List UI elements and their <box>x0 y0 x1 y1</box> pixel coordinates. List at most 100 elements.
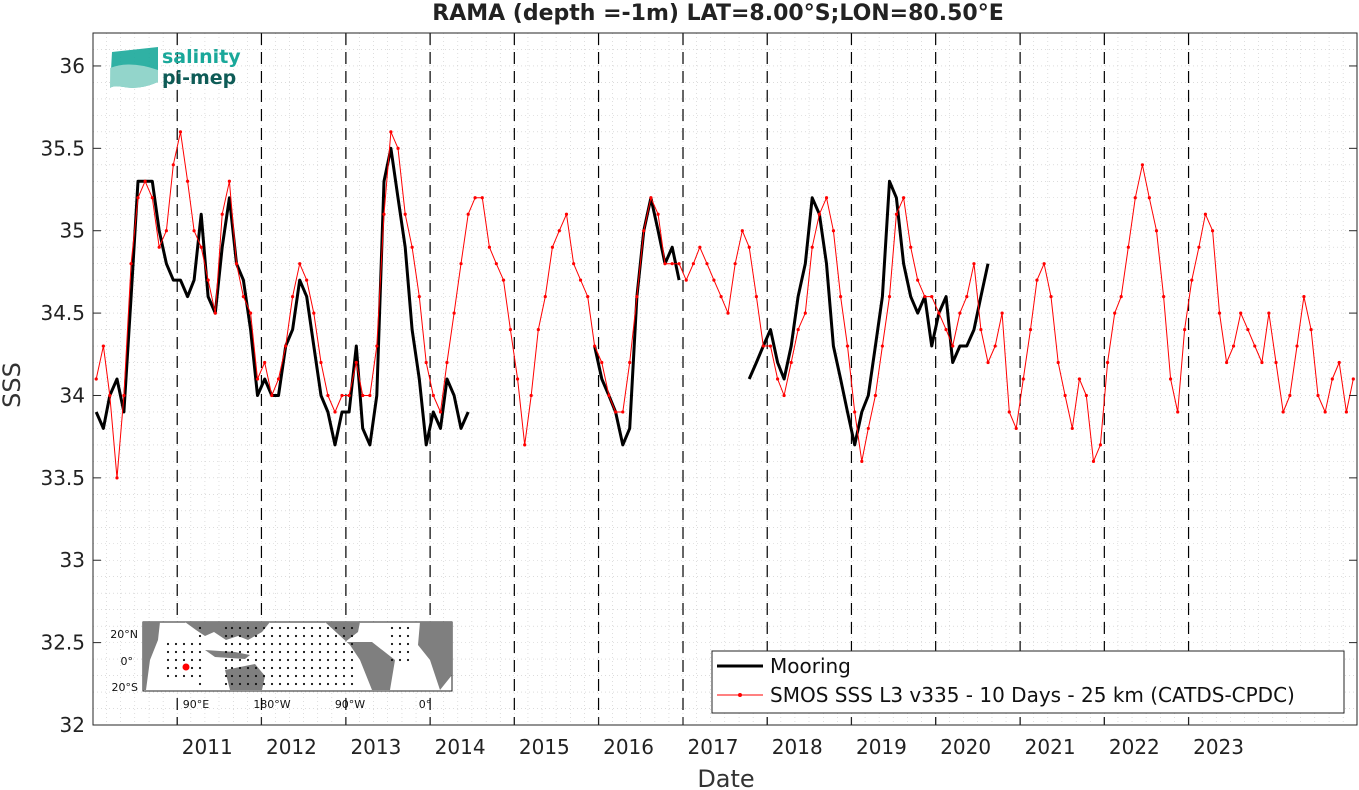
series-line-smos <box>95 131 1354 479</box>
logo-line1: salinity <box>162 46 241 68</box>
mooring-dot <box>334 682 338 686</box>
data-point <box>1056 360 1060 365</box>
data-point <box>1162 295 1166 299</box>
mooring-dot <box>224 650 228 654</box>
data-point <box>487 245 492 249</box>
mooring-dot <box>278 674 282 678</box>
data-point <box>178 130 183 134</box>
data-point <box>319 360 323 365</box>
data-point <box>600 360 604 365</box>
mooring-dot <box>166 642 170 646</box>
inset-lon-label-90w: 90°W <box>335 698 365 711</box>
mooring-dot <box>350 666 354 670</box>
mooring-dot <box>342 674 346 678</box>
x-tick-label: 2013 <box>350 735 401 759</box>
mooring-dot <box>278 682 282 686</box>
data-point <box>691 262 695 266</box>
plot-frame <box>92 32 1358 726</box>
data-point <box>930 295 934 299</box>
mooring-dot <box>270 626 274 630</box>
data-point <box>220 212 224 216</box>
mooring-dot <box>224 626 228 630</box>
axis-ticks: 32 32.5 33 33.5 34 34.5 35 35.5 36 2011 2012 2013 20… <box>40 54 1357 759</box>
data-point <box>880 344 884 348</box>
data-point <box>480 196 484 200</box>
mooring-dot <box>326 674 330 678</box>
mooring-dot <box>310 634 314 638</box>
mooring-dot <box>262 658 266 662</box>
data-point <box>101 344 105 348</box>
data-point <box>171 163 175 167</box>
data-point <box>733 262 737 266</box>
data-point <box>656 212 660 216</box>
mooring-dot <box>190 658 194 662</box>
mooring-dot <box>238 642 242 646</box>
mooring-dot <box>310 626 314 630</box>
data-point <box>754 295 758 299</box>
x-tick-label: 2017 <box>688 735 739 759</box>
data-point <box>873 393 878 398</box>
data-point <box>1035 278 1039 282</box>
mooring-dot <box>398 658 402 662</box>
mooring-dot <box>166 674 170 678</box>
mooring-dot <box>318 626 322 630</box>
data-point <box>186 179 190 183</box>
data-point <box>1288 393 1292 398</box>
data-point <box>593 344 597 348</box>
data-point <box>860 459 864 463</box>
data-point <box>494 262 498 266</box>
indonesia-land <box>205 650 250 659</box>
mooring-dot <box>326 642 330 646</box>
data-point <box>1028 327 1033 332</box>
mooring-dot <box>238 658 242 662</box>
data-point <box>263 360 267 365</box>
data-point <box>965 295 969 299</box>
mooring-dot <box>270 634 274 638</box>
data-point <box>951 344 955 348</box>
mooring-dot <box>238 682 242 686</box>
data-point <box>122 393 126 398</box>
mooring-dot <box>238 634 242 638</box>
data-point <box>473 196 477 200</box>
mooring-dot <box>286 666 290 670</box>
data-point <box>438 410 443 414</box>
mooring-dot <box>390 626 394 630</box>
mooring-dot <box>238 626 242 630</box>
mooring-dot <box>350 658 354 662</box>
data-point <box>1154 229 1159 233</box>
x-axis-label: Date <box>697 765 754 790</box>
data-point <box>747 245 751 249</box>
mooring-dot <box>230 642 234 646</box>
mooring-dot <box>246 658 250 662</box>
data-point <box>740 229 744 233</box>
data-point <box>578 278 583 282</box>
data-point <box>677 262 681 266</box>
data-point <box>333 410 337 414</box>
mooring-dot <box>254 626 258 630</box>
mooring-dot <box>230 658 234 662</box>
mooring-dot <box>294 674 298 678</box>
data-point <box>1077 377 1082 381</box>
data-point <box>515 377 520 381</box>
data-point <box>887 295 892 299</box>
data-point <box>1239 311 1243 315</box>
data-point <box>192 229 196 233</box>
mooring-dot <box>318 674 322 678</box>
data-point <box>1098 443 1103 447</box>
data-point <box>445 360 449 365</box>
data-point <box>1176 410 1180 414</box>
data-point <box>1351 377 1355 381</box>
data-point <box>1007 410 1011 414</box>
mooring-dot <box>302 674 306 678</box>
mooring-dot <box>286 682 290 686</box>
mooring-dot <box>270 650 274 654</box>
mooring-dot <box>278 666 282 670</box>
data-point <box>1042 262 1046 266</box>
data-point <box>1260 360 1264 365</box>
plot-series <box>94 130 1355 480</box>
mooring-dot <box>182 674 186 678</box>
mooring-dot <box>334 658 338 662</box>
x-tick-label: 2018 <box>772 735 823 759</box>
y-tick-label: 32.5 <box>40 631 85 655</box>
y-tick-label: 34.5 <box>40 301 85 325</box>
